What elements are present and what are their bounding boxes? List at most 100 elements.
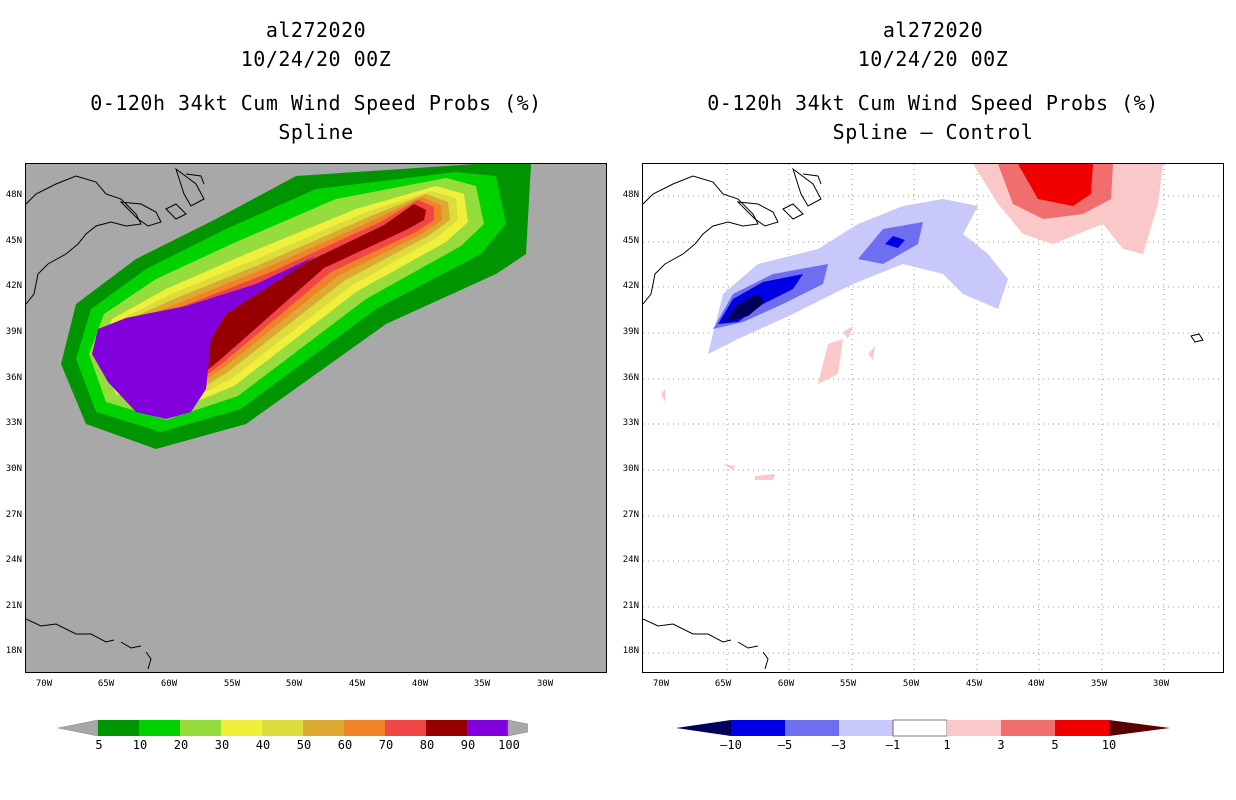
- right-cb-label-neg3: –3: [831, 738, 847, 752]
- right-storm-id: al272020: [882, 18, 984, 42]
- left-lat-21: 21N: [5, 601, 22, 611]
- right-product: 0-120h 34kt Cum Wind Speed Probs (%): [707, 91, 1159, 115]
- left-variant: Spline: [278, 120, 354, 144]
- diff-pos-3: [1018, 164, 1093, 206]
- right-lon-50: 50W: [902, 679, 920, 689]
- right-lon-45: 45W: [965, 679, 983, 689]
- left-cb-label-80: 80: [419, 738, 435, 752]
- right-cb-label-neg5: –5: [777, 738, 793, 752]
- left-storm-id: al272020: [265, 18, 367, 42]
- right-lat-36: 36N: [622, 373, 639, 383]
- left-cb-40: [262, 720, 303, 736]
- left-lat-48: 48N: [5, 190, 22, 200]
- diff-neg-3b: [885, 236, 905, 248]
- left-coastlines: [26, 167, 205, 670]
- left-cb-50: [303, 720, 344, 736]
- left-lon-60: 60W: [160, 679, 178, 689]
- right-map-panel: [642, 163, 1224, 673]
- left-cb-20: [180, 720, 221, 736]
- right-cb-under: [676, 720, 731, 736]
- left-lat-18: 18N: [5, 646, 22, 656]
- left-cb-90: [467, 720, 508, 736]
- right-lat-48: 48N: [622, 190, 639, 200]
- left-cb-label-90: 90: [460, 738, 476, 752]
- right-cb-over: [1109, 720, 1170, 736]
- left-cb-label-30: 30: [214, 738, 230, 752]
- right-lon-35: 35W: [1090, 679, 1108, 689]
- right-cb-pos1: [947, 720, 1001, 736]
- left-cb-label-50: 50: [296, 738, 312, 752]
- right-cb-neg3: [839, 720, 893, 736]
- left-map-svg: [26, 164, 531, 670]
- left-lon-45: 45W: [348, 679, 366, 689]
- diff-pos-scatter-3: [868, 346, 875, 360]
- diff-pos-scatter-1: [818, 339, 843, 384]
- left-lat-27: 27N: [5, 510, 22, 520]
- right-lon-55: 55W: [839, 679, 857, 689]
- left-lon-50: 50W: [285, 679, 303, 689]
- left-product: 0-120h 34kt Cum Wind Speed Probs (%): [90, 91, 542, 115]
- right-lat-21: 21N: [622, 601, 639, 611]
- right-lat-30: 30N: [622, 464, 639, 474]
- right-cb-neg10: [731, 720, 785, 736]
- right-lon-40: 40W: [1027, 679, 1045, 689]
- right-map-svg: [643, 164, 1223, 672]
- left-cb-label-40: 40: [255, 738, 271, 752]
- prob-band-90: [92, 256, 316, 419]
- left-lon-55: 55W: [223, 679, 241, 689]
- right-lon-70: 70W: [652, 679, 670, 689]
- right-coastlines: [643, 167, 1204, 670]
- left-cb-60: [344, 720, 385, 736]
- right-lat-27: 27N: [622, 510, 639, 520]
- right-cb-label-neg10: –10: [720, 738, 742, 752]
- diff-neg-1: [708, 199, 1008, 354]
- right-cb-pos3: [1001, 720, 1055, 736]
- left-cb-over: [507, 719, 528, 737]
- left-map-panel: [25, 163, 607, 673]
- right-cb-neg5: [785, 720, 839, 736]
- left-lat-45: 45N: [5, 236, 22, 246]
- left-lat-33: 33N: [5, 418, 22, 428]
- right-lon-30: 30W: [1152, 679, 1170, 689]
- left-lon-30: 30W: [536, 679, 554, 689]
- left-date: 10/24/20 00Z: [240, 47, 392, 71]
- right-lat-24: 24N: [622, 555, 639, 565]
- right-lat-18: 18N: [622, 646, 639, 656]
- right-cb-pos5: [1055, 720, 1109, 736]
- right-cb-label-pos1: 1: [943, 738, 951, 752]
- right-colorbar: [676, 719, 1170, 737]
- right-variant: Spline – Control: [832, 120, 1034, 144]
- right-lon-60: 60W: [777, 679, 795, 689]
- right-cb-neg1: [892, 719, 948, 737]
- right-cb-label-neg1: –1: [885, 738, 901, 752]
- left-lon-70: 70W: [35, 679, 53, 689]
- right-cb-label-pos10: 10: [1101, 738, 1117, 752]
- diff-pos-scatter-4: [755, 474, 775, 480]
- right-lat-45: 45N: [622, 236, 639, 246]
- right-cb-label-pos5: 5: [1051, 738, 1059, 752]
- diff-pos-scatter-5: [723, 464, 735, 470]
- left-cb-label-5: 5: [95, 738, 103, 752]
- left-cb-80: [426, 720, 467, 736]
- right-title-block: al272020 10/24/20 00Z 0-120h 34kt Cum Wi…: [642, 16, 1224, 147]
- right-lat-42: 42N: [622, 281, 639, 291]
- right-date: 10/24/20 00Z: [857, 47, 1009, 71]
- right-lat-33: 33N: [622, 418, 639, 428]
- left-cb-70: [385, 720, 426, 736]
- left-lat-42: 42N: [5, 281, 22, 291]
- right-lon-65: 65W: [714, 679, 732, 689]
- left-colorbar: [58, 719, 528, 737]
- right-cb-label-pos3: 3: [997, 738, 1005, 752]
- left-lat-30: 30N: [5, 464, 22, 474]
- diff-pos-scatter-2: [843, 326, 853, 339]
- left-lat-39: 39N: [5, 327, 22, 337]
- left-cb-5: [98, 720, 139, 736]
- left-cb-10: [139, 720, 180, 736]
- left-lon-35: 35W: [473, 679, 491, 689]
- left-lat-36: 36N: [5, 373, 22, 383]
- left-cb-label-60: 60: [337, 738, 353, 752]
- left-cb-label-70: 70: [378, 738, 394, 752]
- left-cb-30: [221, 720, 262, 736]
- left-title-block: al272020 10/24/20 00Z 0-120h 34kt Cum Wi…: [25, 16, 607, 147]
- diff-pos-scatter-6: [661, 389, 665, 402]
